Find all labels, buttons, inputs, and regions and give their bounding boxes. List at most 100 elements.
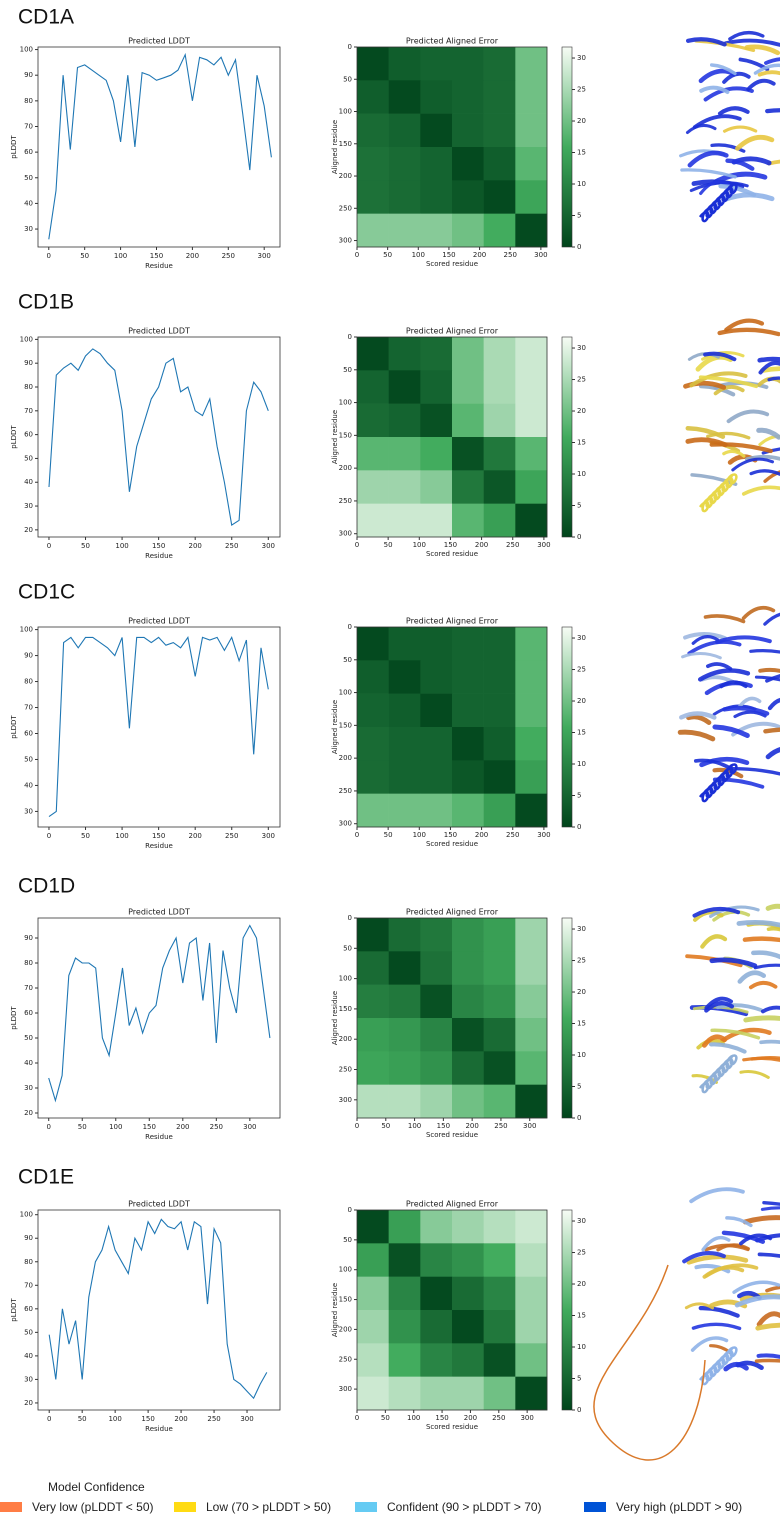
x-tick-label: 0 bbox=[47, 1415, 51, 1423]
y-tick-label: 50 bbox=[24, 1328, 33, 1336]
x-tick-label: 0 bbox=[355, 541, 359, 549]
heatmap-cell bbox=[357, 470, 389, 504]
heatmap-cell bbox=[389, 727, 421, 761]
colorbar bbox=[562, 1210, 572, 1410]
heatmap-cell bbox=[452, 1018, 484, 1052]
heatmap-cell bbox=[515, 1310, 547, 1344]
heatmap-cell bbox=[515, 180, 547, 214]
strand bbox=[759, 1314, 780, 1325]
row-label: CD1E bbox=[18, 1166, 74, 1189]
heatmap-cell bbox=[420, 1277, 452, 1311]
heatmap-cell bbox=[389, 370, 421, 404]
x-tick-label: 0 bbox=[47, 252, 51, 260]
structure-render bbox=[681, 33, 780, 221]
heatmap-cell bbox=[420, 1310, 452, 1344]
heatmap-cell bbox=[515, 337, 547, 371]
heatmap-cell bbox=[484, 918, 516, 952]
colorbar-tick-label: 25 bbox=[577, 1249, 586, 1257]
heatmap-cell bbox=[357, 214, 389, 248]
heatmap-cell bbox=[420, 985, 452, 1019]
strand bbox=[689, 717, 710, 723]
x-tick-label: 150 bbox=[435, 1414, 448, 1422]
heatmap-cell bbox=[357, 1310, 389, 1344]
structure-render bbox=[687, 906, 780, 1092]
legend-swatch bbox=[0, 1502, 22, 1512]
x-tick-label: 250 bbox=[225, 542, 238, 550]
y-tick-label: 30 bbox=[24, 225, 33, 233]
strand bbox=[690, 153, 727, 165]
heatmap-cell bbox=[357, 985, 389, 1019]
colorbar-tick-label: 30 bbox=[577, 344, 586, 352]
heatmap-cell bbox=[420, 1210, 452, 1244]
figure: CD1ACD1BCD1CCD1DCD1EPredicted LDDTResidu… bbox=[0, 0, 780, 1516]
y-tick-label: 200 bbox=[339, 754, 352, 762]
y-tick-label: 200 bbox=[339, 1035, 352, 1043]
chart-title: Predicted LDDT bbox=[128, 908, 190, 917]
y-axis-label: pLDDT bbox=[10, 425, 18, 449]
strand bbox=[733, 459, 773, 470]
heatmap-cell bbox=[452, 437, 484, 471]
heatmap-cell bbox=[515, 1018, 547, 1052]
x-tick-label: 250 bbox=[207, 1415, 220, 1423]
strand bbox=[755, 965, 780, 970]
y-tick-label: 250 bbox=[339, 787, 352, 795]
heatmap-cell bbox=[357, 1277, 389, 1311]
heatmap-cell bbox=[389, 627, 421, 661]
heatmap-cell bbox=[484, 951, 516, 985]
heatmap-cell bbox=[452, 1377, 484, 1411]
heatmap-cell bbox=[452, 1277, 484, 1311]
colorbar-tick-label: 10 bbox=[577, 1343, 586, 1351]
y-tick-label: 100 bbox=[339, 108, 352, 116]
strand bbox=[680, 732, 713, 739]
y-tick-label: 300 bbox=[339, 1385, 352, 1393]
strand bbox=[748, 81, 773, 89]
y-tick-label: 70 bbox=[24, 704, 33, 712]
y-axis-label: pLDDT bbox=[10, 135, 18, 159]
chart-title: Predicted Aligned Error bbox=[406, 617, 499, 626]
x-tick-label: 250 bbox=[210, 1123, 223, 1131]
strand bbox=[706, 88, 752, 99]
colorbar-tick-label: 0 bbox=[577, 533, 581, 541]
heatmap-cell bbox=[452, 760, 484, 794]
heatmap-cell bbox=[484, 794, 516, 828]
x-axis-label: Residue bbox=[145, 1425, 173, 1433]
x-axis-label: Residue bbox=[145, 842, 173, 850]
x-tick-label: 50 bbox=[383, 251, 392, 259]
y-tick-label: 50 bbox=[343, 656, 352, 664]
x-tick-label: 150 bbox=[152, 542, 165, 550]
heatmap-cell bbox=[452, 794, 484, 828]
axes-frame bbox=[38, 627, 280, 827]
x-axis-label: Residue bbox=[145, 262, 173, 270]
heatmap-cell bbox=[357, 404, 389, 438]
y-tick-label: 200 bbox=[339, 172, 352, 180]
y-tick-label: 20 bbox=[24, 1109, 33, 1117]
y-tick-label: 250 bbox=[339, 1355, 352, 1363]
colorbar-tick-label: 15 bbox=[577, 1020, 586, 1028]
x-tick-label: 150 bbox=[442, 251, 455, 259]
x-tick-label: 50 bbox=[78, 1415, 87, 1423]
heatmap-cell bbox=[515, 694, 547, 728]
strand bbox=[760, 670, 780, 676]
y-tick-label: 0 bbox=[348, 1206, 352, 1214]
x-axis-label: Residue bbox=[145, 552, 173, 560]
heatmap-cell bbox=[452, 1085, 484, 1119]
y-tick-label: 40 bbox=[24, 478, 33, 486]
legend-label: Confident (90 > pLDDT > 70) bbox=[387, 1500, 542, 1514]
heatmap-cell bbox=[484, 1377, 516, 1411]
strand bbox=[744, 608, 774, 618]
heatmap-cell bbox=[389, 1377, 421, 1411]
heatmap-cell bbox=[452, 951, 484, 985]
heatmap-cell bbox=[484, 660, 516, 694]
strand bbox=[767, 1287, 780, 1291]
legend-title: Model Confidence bbox=[48, 1480, 145, 1494]
colorbar-tick-label: 5 bbox=[577, 1083, 581, 1091]
x-tick-label: 300 bbox=[520, 1414, 533, 1422]
strand bbox=[708, 664, 731, 669]
heatmap-cell bbox=[389, 80, 421, 114]
legend-swatch bbox=[355, 1502, 377, 1512]
heatmap-cell bbox=[452, 1243, 484, 1277]
heatmap-cell bbox=[515, 214, 547, 248]
strand bbox=[738, 137, 772, 148]
y-tick-label: 300 bbox=[339, 1096, 352, 1104]
heatmap-cell bbox=[515, 1377, 547, 1411]
